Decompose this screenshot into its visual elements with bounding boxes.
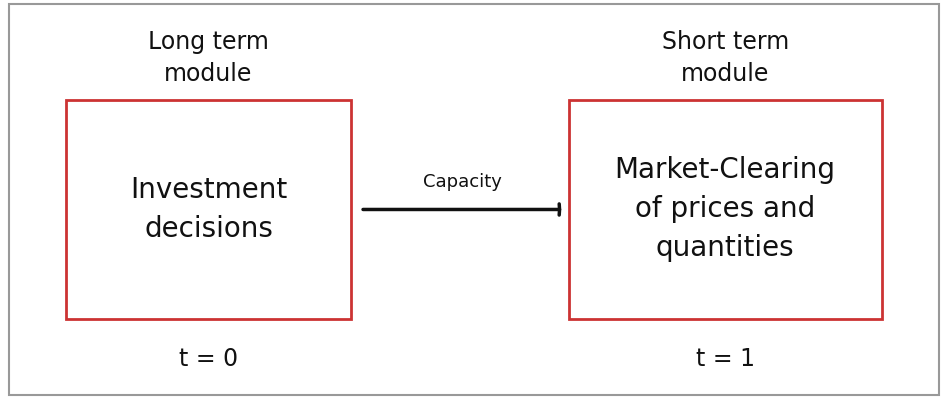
Text: t = 0: t = 0	[179, 347, 238, 371]
Bar	[66, 100, 351, 319]
Text: Long term
module: Long term module	[148, 30, 269, 86]
Text: Capacity: Capacity	[423, 172, 501, 191]
Text: Investment
decisions: Investment decisions	[130, 176, 287, 243]
Bar	[569, 100, 882, 319]
Text: t = 1: t = 1	[696, 347, 755, 371]
Text: Short term
module: Short term module	[662, 30, 789, 86]
Text: Market-Clearing
of prices and
quantities: Market-Clearing of prices and quantities	[614, 156, 836, 263]
